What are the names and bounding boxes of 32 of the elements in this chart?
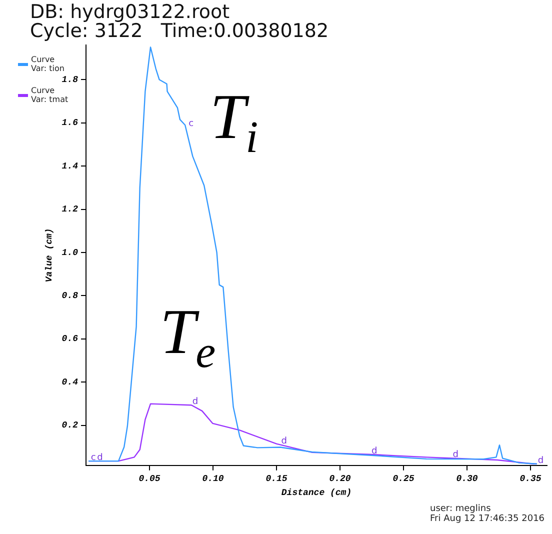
text: user: meglins Fri Aug 12 17:46:35 2016 (430, 504, 545, 524)
y-tick-label: 1.0 (62, 248, 79, 258)
annotation: c (90, 453, 96, 464)
annotation: d (192, 397, 198, 408)
y-axis-title: Value (cm) (44, 228, 55, 282)
annotation: d (281, 436, 288, 446)
annotation: d (538, 456, 544, 466)
annotation: c (188, 119, 194, 130)
y-tick-label: 1.4 (62, 161, 79, 172)
x-tick-label: 0.25 (392, 474, 415, 484)
annotation: d (371, 446, 378, 456)
annotation: d (452, 450, 458, 460)
y-tick-label: 1.2 (62, 204, 79, 215)
annotation: d (97, 453, 103, 464)
x-tick-label: 0.10 (202, 474, 224, 484)
x-tick-label: 0.05 (138, 474, 161, 484)
annotation: T$_{e}$ (160, 296, 216, 379)
y-tick-label: 0.8 (62, 290, 79, 301)
x-tick-label: 0.20 (329, 474, 352, 484)
annotation: T$_{i}$ (210, 81, 258, 164)
y-tick-label: 0.2 (62, 420, 79, 431)
x-tick-label: 0.15 (266, 474, 288, 484)
x-tick-label: 0.30 (456, 474, 478, 484)
chart-title: DB: hydrg03122.root (30, 1, 230, 23)
y-tick-label: 1.6 (62, 118, 79, 128)
legend-label: Curve Var: tmat (31, 86, 68, 104)
x-tick-label: 0.35 (520, 474, 542, 484)
y-tick-label: 0.4 (62, 377, 79, 388)
y-tick-label: 1.8 (62, 74, 79, 85)
y-tick-label: 0.6 (62, 334, 79, 344)
x-axis-title: Distance (cm) (281, 488, 352, 498)
legend-label: Curve Var: tion (31, 55, 64, 73)
